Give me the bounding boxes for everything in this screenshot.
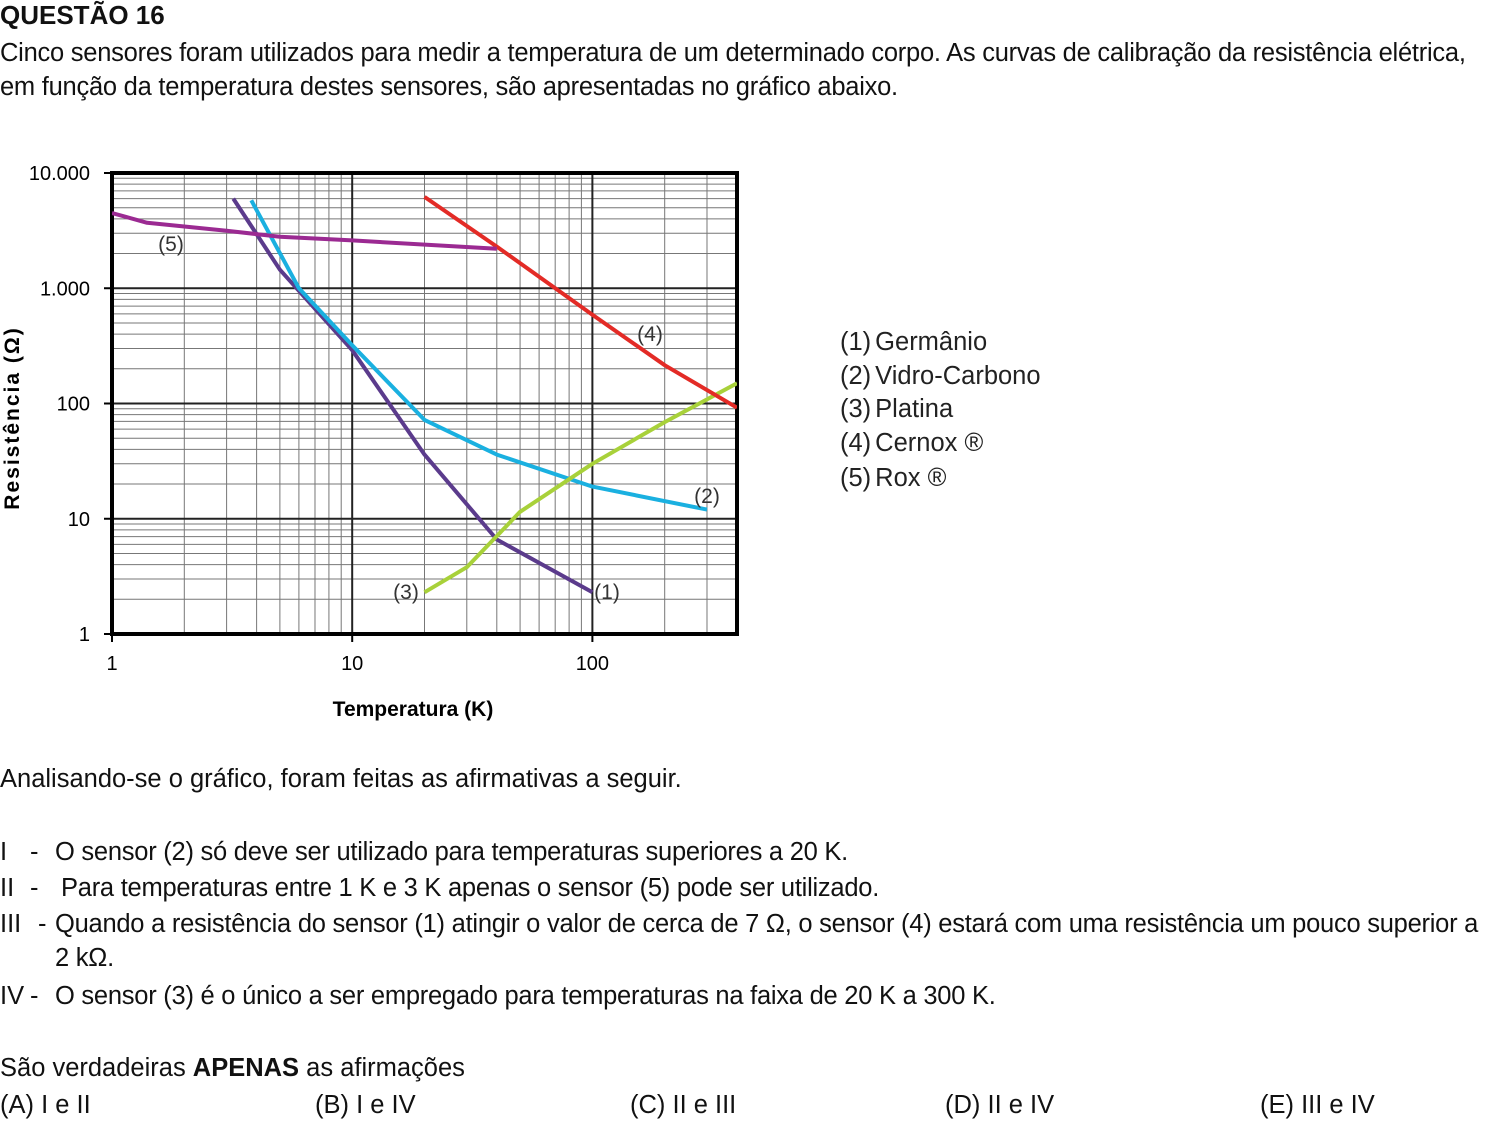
statement-separator: - [30, 838, 39, 866]
statement-separator: - [30, 874, 39, 902]
legend-name: Vidro-Carbono [875, 362, 1040, 390]
x-tick-label: 1 [106, 653, 117, 675]
question-after: as afirmações [306, 1054, 465, 1082]
question-bold: APENAS [192, 1054, 300, 1082]
legend-name: Cernox ® [875, 429, 983, 457]
legend-entry: (1) Germânio [840, 328, 987, 356]
y-axis-label: Resistência (Ω) [1, 326, 24, 509]
option[interactable]: (A) I e II [0, 1091, 91, 1119]
question-title: QUESTÃO 16 [0, 0, 165, 30]
legend-label: (2) [840, 362, 871, 390]
intro-text: Cinco sensores foram utilizados para med… [0, 39, 1466, 101]
y-tick-label: 10 [68, 509, 90, 531]
legend-label: (1) [840, 328, 871, 356]
x-tick-label: 10 [341, 653, 363, 675]
option[interactable]: (D) II e IV [945, 1091, 1055, 1119]
series-line [112, 211, 497, 251]
curve-label: (4) [637, 323, 663, 346]
legend-entry: (3) Platina [840, 395, 954, 423]
analysis-text: Analisando-se o gráfico, foram feitas as… [0, 765, 682, 793]
statement-numeral: III [0, 910, 22, 938]
legend-label: (3) [840, 395, 871, 423]
y-tick-label: 1.000 [40, 278, 90, 300]
option[interactable]: (C) II e III [630, 1091, 737, 1119]
plot-frame [110, 171, 739, 636]
question-text: São verdadeiras APENAS as afirmações [0, 1051, 465, 1085]
y-tick-label: 10.000 [29, 163, 90, 185]
question-before: São verdadeiras [0, 1054, 186, 1082]
series-line [231, 197, 594, 595]
curve-label: (5) [158, 233, 184, 256]
statement-numeral: IV [0, 982, 25, 1010]
legend-entry: (2) Vidro-Carbono [840, 362, 1041, 390]
x-tick-label: 100 [576, 653, 609, 675]
y-tick-label: 1 [79, 624, 90, 646]
curve-label: (2) [694, 485, 720, 508]
statement-text: O sensor (2) só deve ser utilizado para … [55, 838, 848, 866]
option[interactable]: (E) III e IV [1260, 1091, 1375, 1119]
statement-text: O sensor (3) é o único a ser empregado p… [55, 982, 996, 1010]
legend-entry: (5) Rox ® [840, 464, 947, 492]
legend-label: (4) [840, 429, 871, 457]
statement-numeral: II [0, 874, 15, 902]
legend-entry: (4) Cernox ® [840, 429, 983, 457]
series-line [423, 381, 737, 595]
statement-text: Quando a resistência do sensor (1) ating… [55, 910, 1479, 972]
chart: Temperatura (K) Resistência (Ω) 1 10 100 1 1… [1, 163, 1041, 721]
legend-name: Germânio [875, 328, 987, 356]
curve-label: (3) [393, 581, 419, 604]
statement-separator: - [30, 982, 39, 1010]
legend-label: (5) [840, 464, 871, 492]
statement-separator: - [38, 910, 47, 938]
series-line [249, 199, 708, 512]
curve-label: (1) [594, 581, 620, 604]
statement-numeral: I [0, 838, 8, 866]
statement-text: Para temperaturas entre 1 K e 3 K apenas… [61, 874, 880, 902]
option[interactable]: (B) I e IV [315, 1091, 416, 1119]
y-tick-label: 100 [57, 394, 90, 416]
legend-name: Platina [875, 395, 954, 423]
x-axis-label: Temperatura (K) [333, 698, 494, 721]
legend-name: Rox ® [875, 464, 946, 492]
series-line [423, 195, 737, 410]
